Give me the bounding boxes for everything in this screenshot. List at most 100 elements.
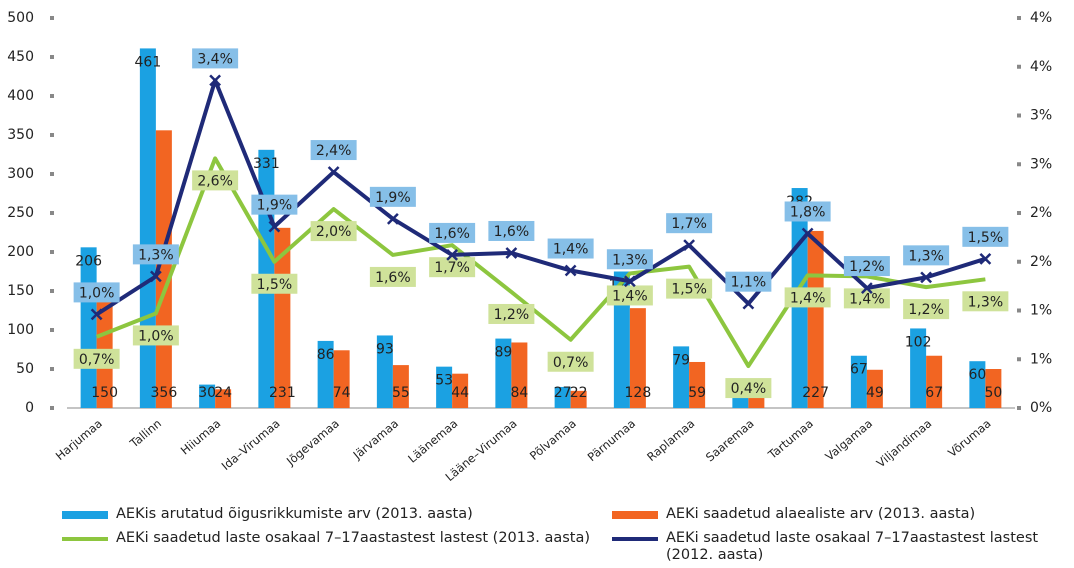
chart: 0 50 100 150 200 250 300 350 400 450 500 0% 1% 1% 2% 2%… bbox=[7, 10, 1052, 484]
bar bbox=[673, 346, 690, 408]
y2-tick-mark bbox=[1017, 406, 1021, 410]
y2-tick-mark bbox=[1017, 16, 1021, 20]
x-tick-label: Harjumaa bbox=[53, 416, 105, 463]
bar bbox=[436, 366, 453, 408]
x-tick-label: Pärnumaa bbox=[585, 416, 638, 464]
line-value-label: 1,4% bbox=[612, 288, 648, 304]
value-label-box bbox=[192, 48, 239, 69]
y-tick-label: 150 bbox=[7, 283, 34, 299]
line-value-label: 2,0% bbox=[316, 224, 352, 240]
legend-item: AEKis arutatud õigusrikkumiste arv (2013… bbox=[62, 506, 602, 523]
line bbox=[95, 156, 986, 369]
legend-label: AEKis arutatud õigusrikkumiste arv (2013… bbox=[116, 506, 473, 522]
legend-swatch bbox=[62, 537, 108, 541]
bar bbox=[732, 396, 749, 408]
bar-value-label: 102 bbox=[905, 334, 932, 350]
line-value-label: 1,0% bbox=[79, 285, 115, 301]
line-marker bbox=[505, 247, 518, 259]
line-value-label: 1,6% bbox=[494, 224, 530, 240]
value-label-box bbox=[784, 201, 831, 222]
bar bbox=[689, 361, 706, 408]
y2-tick-label: 0% bbox=[1030, 400, 1052, 416]
line-value-label: 1,2% bbox=[849, 259, 885, 275]
bar bbox=[850, 355, 867, 408]
y2-tick-mark bbox=[1017, 64, 1021, 69]
bar-value-label: 59 bbox=[688, 385, 706, 401]
y2-tick-mark bbox=[1017, 162, 1021, 167]
y-tick-mark bbox=[50, 367, 54, 371]
value-label-box bbox=[251, 194, 298, 215]
x-tick-label: Jõgevamaa bbox=[283, 416, 342, 468]
value-label-box bbox=[488, 303, 535, 324]
y-tick-label: 500 bbox=[7, 10, 34, 26]
line-marker bbox=[564, 264, 577, 277]
y-tick-label: 250 bbox=[7, 205, 34, 221]
value-label-box bbox=[73, 282, 120, 303]
bar-value-label: 44 bbox=[451, 385, 469, 401]
bar-value-label: 24 bbox=[214, 385, 232, 401]
value-label-box bbox=[429, 222, 476, 243]
bar-value-label: 27 bbox=[554, 385, 572, 401]
line-value-label: 1,5% bbox=[257, 277, 293, 293]
line-value-label: 0,7% bbox=[553, 355, 589, 371]
line-marker bbox=[623, 275, 636, 288]
line-marker bbox=[860, 282, 873, 294]
x-tick-label: Võrumaa bbox=[945, 416, 993, 460]
line-value-label: 1,9% bbox=[257, 198, 293, 214]
y-tick-label: 0 bbox=[25, 400, 34, 416]
y2-tick-mark bbox=[1017, 211, 1021, 215]
value-label-box bbox=[547, 351, 594, 372]
line-marker bbox=[386, 212, 399, 225]
x-tick-label: Tallinn bbox=[126, 416, 164, 451]
line-value-label: 2,6% bbox=[197, 173, 233, 189]
line-value-label: 1,0% bbox=[138, 328, 174, 344]
y-tick-mark bbox=[50, 250, 54, 254]
bar-value-label: 74 bbox=[333, 385, 351, 401]
line-marker bbox=[90, 308, 103, 321]
value-label-box bbox=[725, 271, 772, 292]
y-tick-mark bbox=[50, 211, 54, 215]
value-label-box bbox=[903, 245, 950, 266]
y-tick-label: 400 bbox=[7, 88, 34, 104]
bar-value-label: 79 bbox=[672, 352, 690, 368]
y-tick-label: 450 bbox=[7, 49, 34, 65]
y-tick-mark bbox=[50, 172, 54, 176]
bar bbox=[613, 271, 630, 408]
legend-item: AEKi saadetud alaealiste arv (2013. aast… bbox=[612, 506, 1062, 523]
line-value-label: 1,3% bbox=[908, 248, 944, 264]
line-value-label: 1,6% bbox=[375, 270, 411, 286]
value-label-box bbox=[784, 287, 831, 308]
line-value-label: 1,3% bbox=[612, 252, 648, 268]
value-label-box bbox=[547, 238, 594, 259]
bar bbox=[926, 355, 943, 408]
x-tick-label: Hiiumaa bbox=[178, 416, 223, 457]
value-label-box bbox=[962, 291, 1009, 312]
bar bbox=[629, 308, 646, 408]
bar-value-label: 461 bbox=[135, 54, 162, 70]
line-marker bbox=[268, 220, 281, 233]
value-label-box bbox=[725, 378, 772, 399]
y2-tick-label: 3% bbox=[1030, 108, 1052, 124]
bar-value-label: 60 bbox=[968, 367, 986, 383]
bar bbox=[333, 350, 350, 408]
line-value-label: 1,8% bbox=[790, 204, 826, 220]
line-marker bbox=[327, 166, 340, 178]
line-marker bbox=[683, 239, 696, 252]
value-label-box bbox=[310, 221, 357, 242]
bar-value-label: 93 bbox=[376, 341, 394, 357]
bar-value-label: 206 bbox=[75, 253, 102, 269]
value-label-box bbox=[132, 325, 179, 346]
bar bbox=[866, 369, 883, 408]
bar-value-label: 49 bbox=[866, 385, 884, 401]
y2-tick-mark bbox=[1017, 308, 1021, 313]
y-tick-mark bbox=[50, 94, 54, 98]
bar-value-label: 356 bbox=[151, 385, 178, 401]
value-label-box bbox=[429, 257, 476, 278]
line-value-label: 1,6% bbox=[434, 226, 470, 242]
line-value-label: 1,2% bbox=[908, 302, 944, 318]
y-tick-label: 100 bbox=[7, 322, 34, 338]
legend-swatch bbox=[612, 511, 658, 519]
value-label-box bbox=[606, 249, 653, 270]
y2-tick-label: 4% bbox=[1030, 10, 1052, 26]
bar-value-label: 50 bbox=[984, 385, 1002, 401]
